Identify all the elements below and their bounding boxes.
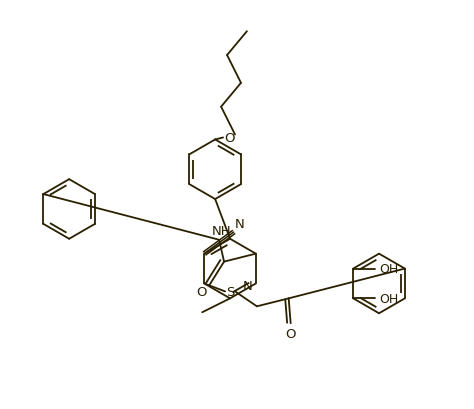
- Text: NH: NH: [211, 225, 231, 238]
- Text: OH: OH: [379, 263, 399, 275]
- Text: N: N: [235, 218, 245, 231]
- Text: O: O: [224, 132, 234, 145]
- Text: O: O: [196, 285, 207, 298]
- Text: N: N: [243, 279, 253, 292]
- Text: S: S: [226, 285, 234, 298]
- Text: O: O: [285, 327, 296, 340]
- Text: OH: OH: [379, 292, 399, 305]
